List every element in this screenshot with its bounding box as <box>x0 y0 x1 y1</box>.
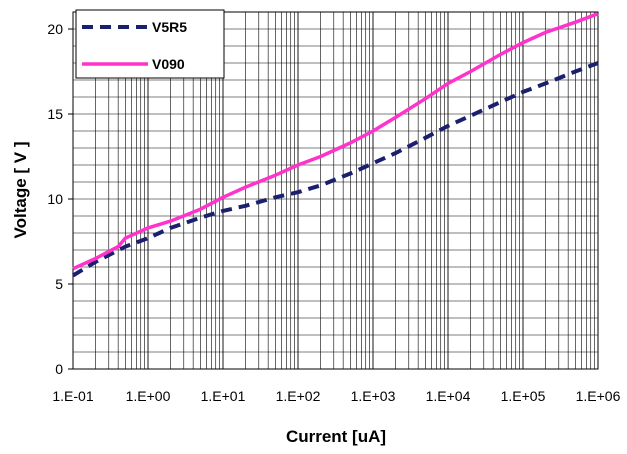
series-line-v5r5 <box>71 61 599 278</box>
x-axis-ticks: 1.E-01 1.E+00 1.E+01 1.E+02 1.E+03 1.E+04 1.E+… <box>52 388 620 404</box>
x-tick-label: 1.E+02 <box>276 388 321 404</box>
x-tick-label: 1.E+04 <box>426 388 471 404</box>
x-axis-title: Current [uA] <box>286 427 386 446</box>
x-tick-label: 1.E+03 <box>351 388 396 404</box>
y-tick-label: 20 <box>47 21 63 37</box>
x-tick-label: 1.E-01 <box>52 388 93 404</box>
y-tick-label: 5 <box>55 276 63 292</box>
y-tick-label: 15 <box>47 106 63 122</box>
series-layer <box>71 12 599 278</box>
plot-frame <box>72 11 599 370</box>
y-tick-label: 10 <box>47 191 63 207</box>
series-line-v090 <box>72 12 599 271</box>
x-tick-label: 1.E+01 <box>201 388 246 404</box>
x-tick-label: 1.E+05 <box>501 388 546 404</box>
legend: V5R5 V090 <box>75 9 225 79</box>
y-tick-label: 0 <box>55 361 63 377</box>
legend-label-v5r5: V5R5 <box>152 19 187 35</box>
x-tick-label: 1.E+00 <box>126 388 171 404</box>
legend-label-v090: V090 <box>152 56 185 72</box>
y-axis-title: Voltage [ V ] <box>11 142 30 239</box>
x-tick-label: 1.E+06 <box>576 388 621 404</box>
legend-box <box>75 9 225 79</box>
y-axis-ticks: 0 5 10 15 20 <box>47 21 73 377</box>
